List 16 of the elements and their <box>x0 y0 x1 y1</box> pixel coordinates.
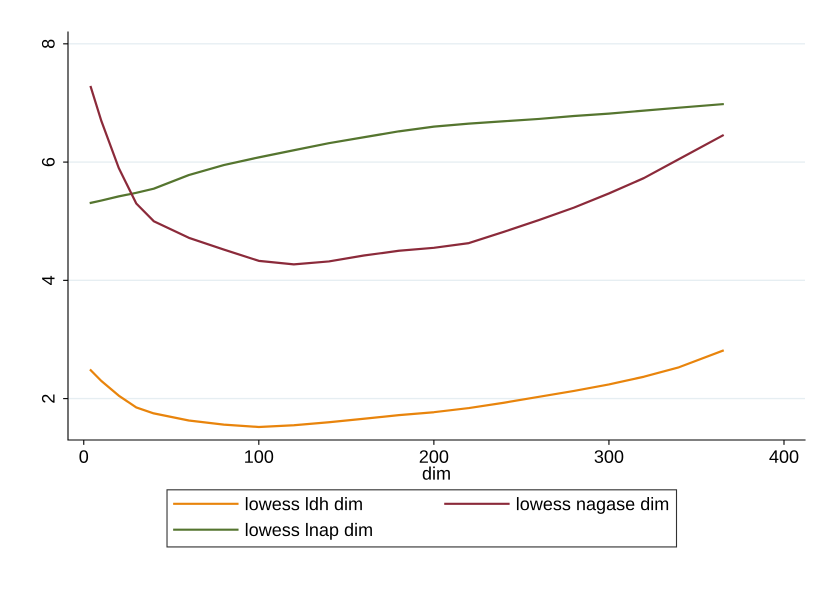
x-tick-label: 200 <box>420 450 448 463</box>
legend-label: lowess ldh dim <box>246 497 362 510</box>
x-tick-label: 0 <box>79 450 88 463</box>
x-tick-label: 400 <box>769 450 798 463</box>
x-axis-title: dim <box>422 466 450 480</box>
legend-label: lowess nagase dim <box>516 497 668 514</box>
x-tick-label: 300 <box>594 450 624 463</box>
y-tick-label: 6 <box>42 158 55 166</box>
x-tick-label: 100 <box>245 450 274 463</box>
line-series <box>90 103 724 204</box>
y-tick-label: 8 <box>42 40 55 48</box>
legend-label: lowess lnap dim <box>246 522 372 540</box>
y-tick-label: 2 <box>42 394 55 403</box>
line-series <box>90 350 724 428</box>
y-tick-label: 4 <box>42 276 55 285</box>
line-series <box>90 86 724 266</box>
